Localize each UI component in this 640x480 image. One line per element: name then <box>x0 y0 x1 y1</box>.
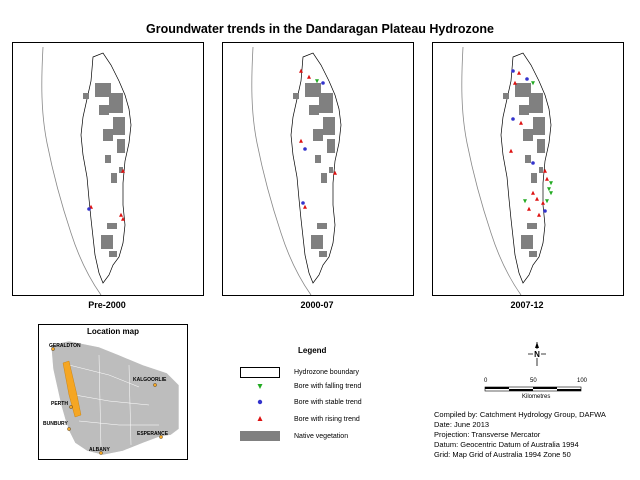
north-label: N <box>534 350 540 359</box>
bore-falling <box>531 81 535 86</box>
bore-rising <box>303 204 307 209</box>
bore-rising <box>119 212 123 217</box>
map-panel-2000-07 <box>222 42 414 296</box>
bore-falling <box>549 191 553 196</box>
map-panel-pre-2000 <box>12 42 204 296</box>
legend-label-vegetation: Native vegetation <box>294 432 349 440</box>
scale-tick-100: 100 <box>577 378 588 384</box>
panel-label-2000-07: 2000-07 <box>300 300 334 310</box>
town-perth: PERTH <box>51 401 68 407</box>
bore-falling <box>545 199 549 204</box>
bore-rising <box>513 80 517 85</box>
bore-stable <box>303 147 307 151</box>
bore-rising <box>509 148 513 153</box>
scale-tick-50: 50 <box>530 378 537 384</box>
bore-stable <box>511 117 515 121</box>
map-title: Groundwater trends in the Dandaragan Pla… <box>146 22 494 36</box>
native-vegetation <box>293 83 335 257</box>
town-esperance: ESPERANCE <box>137 431 169 437</box>
legend-item-rising: Bore with rising trend <box>240 413 360 425</box>
bore-rising <box>543 168 547 173</box>
bore-rising <box>519 120 523 125</box>
bore-rising <box>299 138 303 143</box>
bore-falling <box>523 199 527 204</box>
bore-falling <box>315 79 319 84</box>
legend-label-rising: Bore with rising trend <box>294 415 360 423</box>
bore-stable <box>543 209 547 213</box>
scale-tick-0: 0 <box>484 378 488 384</box>
bore-rising <box>527 206 531 211</box>
bore-stable <box>87 207 91 211</box>
native-vegetation <box>503 83 545 257</box>
bore-rising <box>121 168 125 173</box>
location-map: Location map GERALDTON KALGOORLIE PERTH … <box>38 324 188 460</box>
scale-unit: Kilometres <box>522 394 551 400</box>
location-map-title: Location map <box>87 327 139 336</box>
panel-label-pre-2000: Pre-2000 <box>88 300 126 310</box>
town-albany: ALBANY <box>89 447 110 453</box>
bore-stable <box>525 77 529 81</box>
native-vegetation <box>83 83 125 257</box>
credit-datum: Datum: Geocentric Datum of Australia 199… <box>434 440 579 449</box>
bore-falling <box>547 187 551 192</box>
bore-rising <box>121 216 125 221</box>
legend-item-falling: Bore with falling trend <box>240 380 361 392</box>
town-kalgoorlie: KALGOORLIE <box>133 377 167 383</box>
credit-projection: Projection: Transverse Mercator <box>434 430 541 439</box>
credit-compiled: Compiled by: Catchment Hydrology Group, … <box>434 410 606 419</box>
bore-rising <box>545 176 549 181</box>
legend-item-hydrozone: Hydrozone boundary <box>240 366 359 378</box>
north-arrow-icon: N <box>528 342 546 366</box>
bore-rising <box>537 212 541 217</box>
bore-stable <box>511 69 515 73</box>
bore-rising <box>333 170 337 175</box>
hydrozone-location <box>62 360 82 418</box>
bore-stable <box>531 161 535 165</box>
bore-stable <box>321 81 325 85</box>
coastline <box>41 46 102 295</box>
legend-label-hydrozone: Hydrozone boundary <box>294 368 359 376</box>
bore-rising <box>541 200 545 205</box>
credit-date: Date: June 2013 <box>434 420 490 429</box>
credit-grid: Grid: Map Grid of Australia 1994 Zone 50 <box>434 450 571 459</box>
map-panel-2007-12 <box>432 42 624 296</box>
bore-rising <box>517 70 521 75</box>
legend-item-vegetation: Native vegetation <box>240 430 348 442</box>
bore-rising <box>535 196 539 201</box>
bore-rising <box>531 190 535 195</box>
bore-rising <box>299 68 303 73</box>
town-bunbury: BUNBURY <box>43 421 68 427</box>
panel-label-2007-12: 2007-12 <box>510 300 544 310</box>
scale-bar <box>484 386 582 392</box>
coastline <box>251 46 312 295</box>
bore-falling <box>549 181 553 186</box>
legend-title: Legend <box>298 346 327 355</box>
wa-southwest-region <box>50 340 180 456</box>
legend-item-stable: Bore with stable trend <box>240 396 362 408</box>
bore-stable <box>301 201 305 205</box>
bore-rising <box>307 74 311 79</box>
legend-label-stable: Bore with stable trend <box>294 398 362 406</box>
coastline <box>461 46 522 295</box>
town-geraldton: GERALDTON <box>49 343 81 349</box>
legend-label-falling: Bore with falling trend <box>294 382 362 390</box>
